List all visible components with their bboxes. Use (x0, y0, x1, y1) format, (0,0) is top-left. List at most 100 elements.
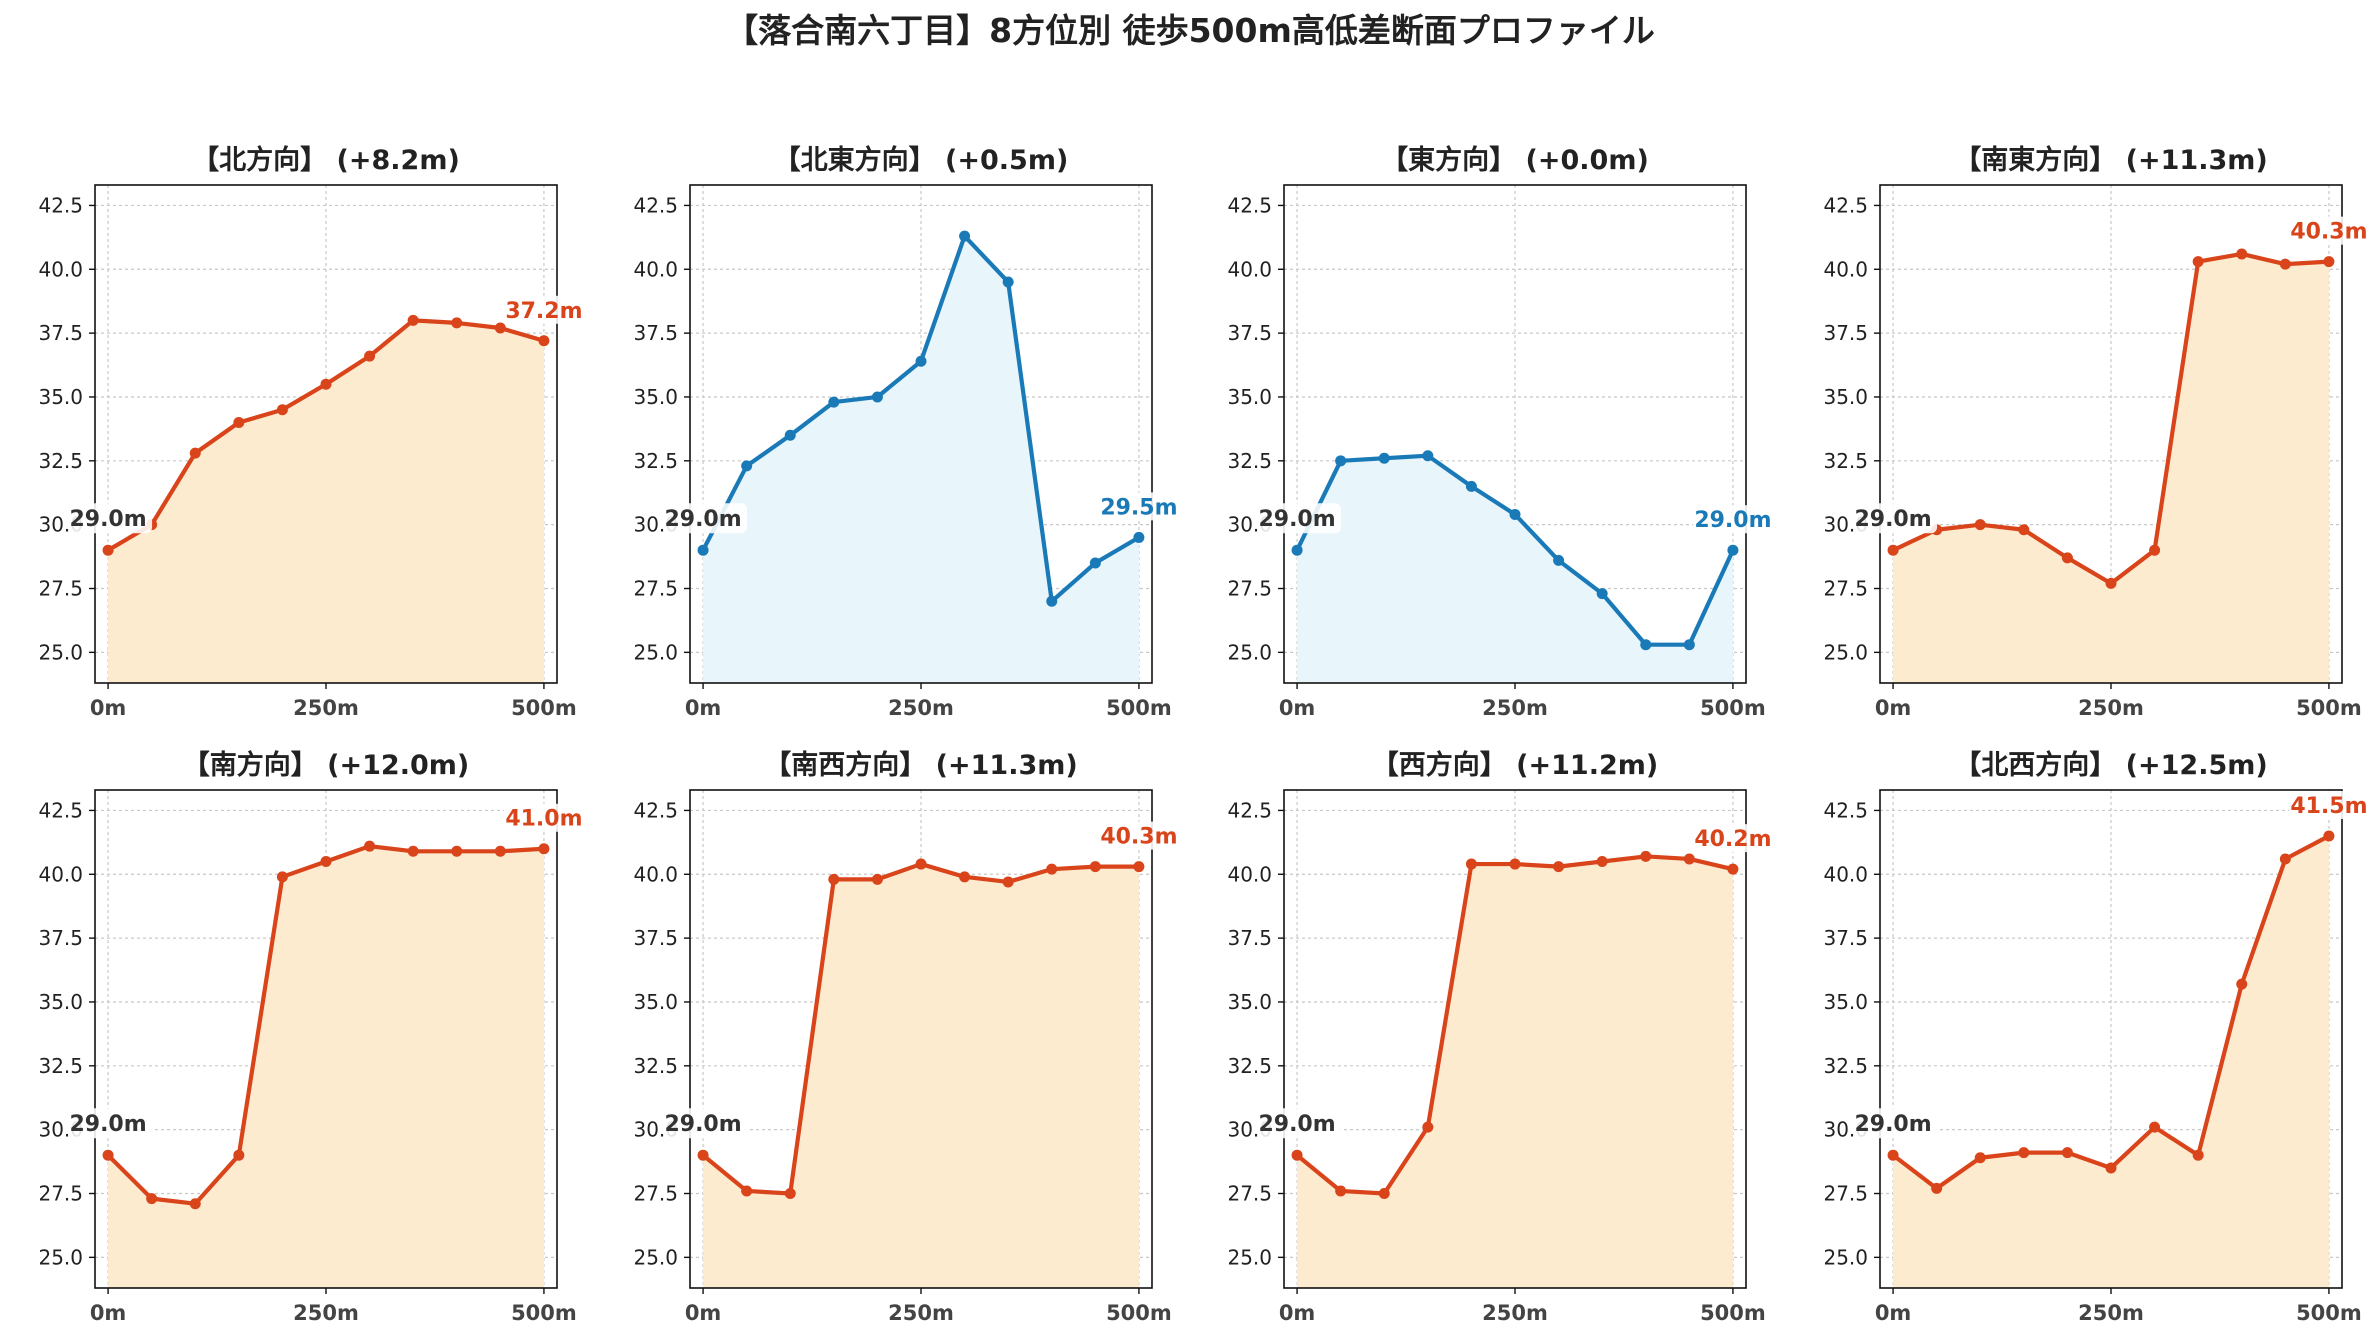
data-point (2061, 1147, 2073, 1159)
data-point (915, 858, 927, 870)
start-value-label: 29.0m (1854, 1112, 1931, 1137)
y-tick-label: 42.5 (1227, 798, 1272, 822)
chart-panel-6: 【西方向】 (+11.2m)25.027.530.032.535.037.540… (1227, 749, 1777, 1325)
data-point (146, 1193, 158, 1205)
data-point (276, 871, 288, 883)
data-point (407, 314, 419, 326)
y-tick-label: 25.0 (633, 640, 678, 664)
y-tick-label: 32.5 (38, 449, 83, 473)
data-point (2149, 544, 2161, 556)
data-point (2323, 830, 2335, 842)
data-point (2105, 577, 2117, 589)
data-point (2236, 248, 2248, 260)
data-point (2192, 1149, 2204, 1161)
data-point (320, 856, 332, 868)
data-point (1465, 480, 1477, 492)
end-label-box (503, 803, 588, 832)
y-tick-label: 42.5 (38, 798, 83, 822)
data-point (1002, 276, 1014, 288)
data-point (2279, 258, 2291, 270)
data-point (2018, 524, 2030, 536)
data-point (784, 429, 796, 441)
y-tick-label: 37.5 (38, 926, 83, 950)
panel-title: 【南西方向】 (+11.3m) (764, 749, 1077, 781)
y-tick-label: 25.0 (1823, 640, 1868, 664)
y-tick-label: 40.0 (1823, 862, 1868, 886)
start-label-box (663, 1108, 748, 1139)
data-point (1002, 876, 1014, 888)
start-value-label: 29.0m (69, 507, 146, 532)
data-point (320, 378, 332, 390)
data-point (1378, 1188, 1390, 1200)
data-point (1335, 1185, 1347, 1197)
y-tick-label: 37.5 (1823, 926, 1868, 950)
data-point (784, 1188, 796, 1200)
x-tick-label: 500m (1106, 1301, 1172, 1325)
y-tick-label: 35.0 (38, 385, 83, 409)
y-tick-label: 35.0 (1823, 385, 1868, 409)
data-point (2149, 1121, 2161, 1133)
y-tick-label: 42.5 (633, 193, 678, 217)
y-tick-label: 27.5 (1227, 1182, 1272, 1206)
data-point (1974, 1152, 1986, 1164)
y-tick-label: 25.0 (1227, 640, 1272, 664)
end-value-label: 41.5m (2290, 794, 2367, 819)
end-value-label: 40.2m (1694, 827, 1771, 852)
data-point (1887, 544, 1899, 556)
x-tick-label: 0m (685, 1301, 722, 1325)
profile-area (703, 864, 1139, 1288)
y-tick-label: 27.5 (633, 1182, 678, 1206)
data-point (1683, 853, 1695, 865)
end-label-box (503, 295, 588, 324)
data-point (959, 871, 971, 883)
data-point (2105, 1162, 2117, 1174)
profile-area (1297, 856, 1733, 1288)
y-tick-label: 32.5 (1823, 449, 1868, 473)
x-tick-label: 250m (1482, 696, 1548, 720)
figure-title: 【落合南六丁目】8方位別 徒歩500m高低差断面プロファイル (725, 11, 1655, 50)
y-tick-label: 35.0 (1227, 385, 1272, 409)
y-tick-label: 37.5 (1823, 321, 1868, 345)
data-point (1509, 508, 1521, 520)
y-tick-label: 40.0 (38, 257, 83, 281)
y-tick-label: 35.0 (633, 990, 678, 1014)
data-point (233, 1149, 245, 1161)
start-value-label: 29.0m (1258, 507, 1335, 532)
y-tick-label: 25.0 (1227, 1245, 1272, 1269)
data-point (1727, 863, 1739, 875)
x-tick-label: 0m (1279, 1301, 1316, 1325)
end-label-box (1098, 821, 1183, 850)
x-tick-label: 500m (1700, 696, 1766, 720)
data-point (1931, 1182, 1943, 1194)
y-tick-label: 37.5 (1227, 926, 1272, 950)
start-label-box (1853, 503, 1938, 534)
start-label-box (1257, 503, 1342, 534)
data-point (2236, 978, 2248, 990)
x-tick-label: 250m (2078, 1301, 2144, 1325)
data-point (741, 460, 753, 472)
data-point (276, 404, 288, 416)
y-tick-label: 27.5 (38, 577, 83, 601)
chart-panel-0: 【北方向】 (+8.2m)25.027.530.032.535.037.540.… (38, 144, 588, 720)
profile-area (108, 846, 544, 1288)
panel-title: 【北方向】 (+8.2m) (192, 144, 460, 176)
data-point (1422, 450, 1434, 462)
data-point (1553, 861, 1565, 873)
x-tick-label: 250m (293, 1301, 359, 1325)
x-tick-label: 0m (685, 696, 722, 720)
panel-title: 【東方向】 (+0.0m) (1381, 144, 1649, 176)
data-point (538, 843, 550, 855)
data-point (2061, 552, 2073, 564)
end-value-label: 37.2m (505, 299, 582, 324)
data-point (233, 417, 245, 429)
data-point (1046, 595, 1058, 607)
end-label-box (2288, 216, 2373, 245)
y-tick-label: 35.0 (1227, 990, 1272, 1014)
panel-title: 【北西方向】 (+12.5m) (1954, 749, 2267, 781)
data-point (1335, 455, 1347, 467)
panel-title: 【西方向】 (+11.2m) (1372, 749, 1658, 781)
x-tick-label: 250m (2078, 696, 2144, 720)
end-label-box (1098, 492, 1183, 521)
x-tick-label: 0m (1875, 1301, 1912, 1325)
data-point (697, 1149, 709, 1161)
